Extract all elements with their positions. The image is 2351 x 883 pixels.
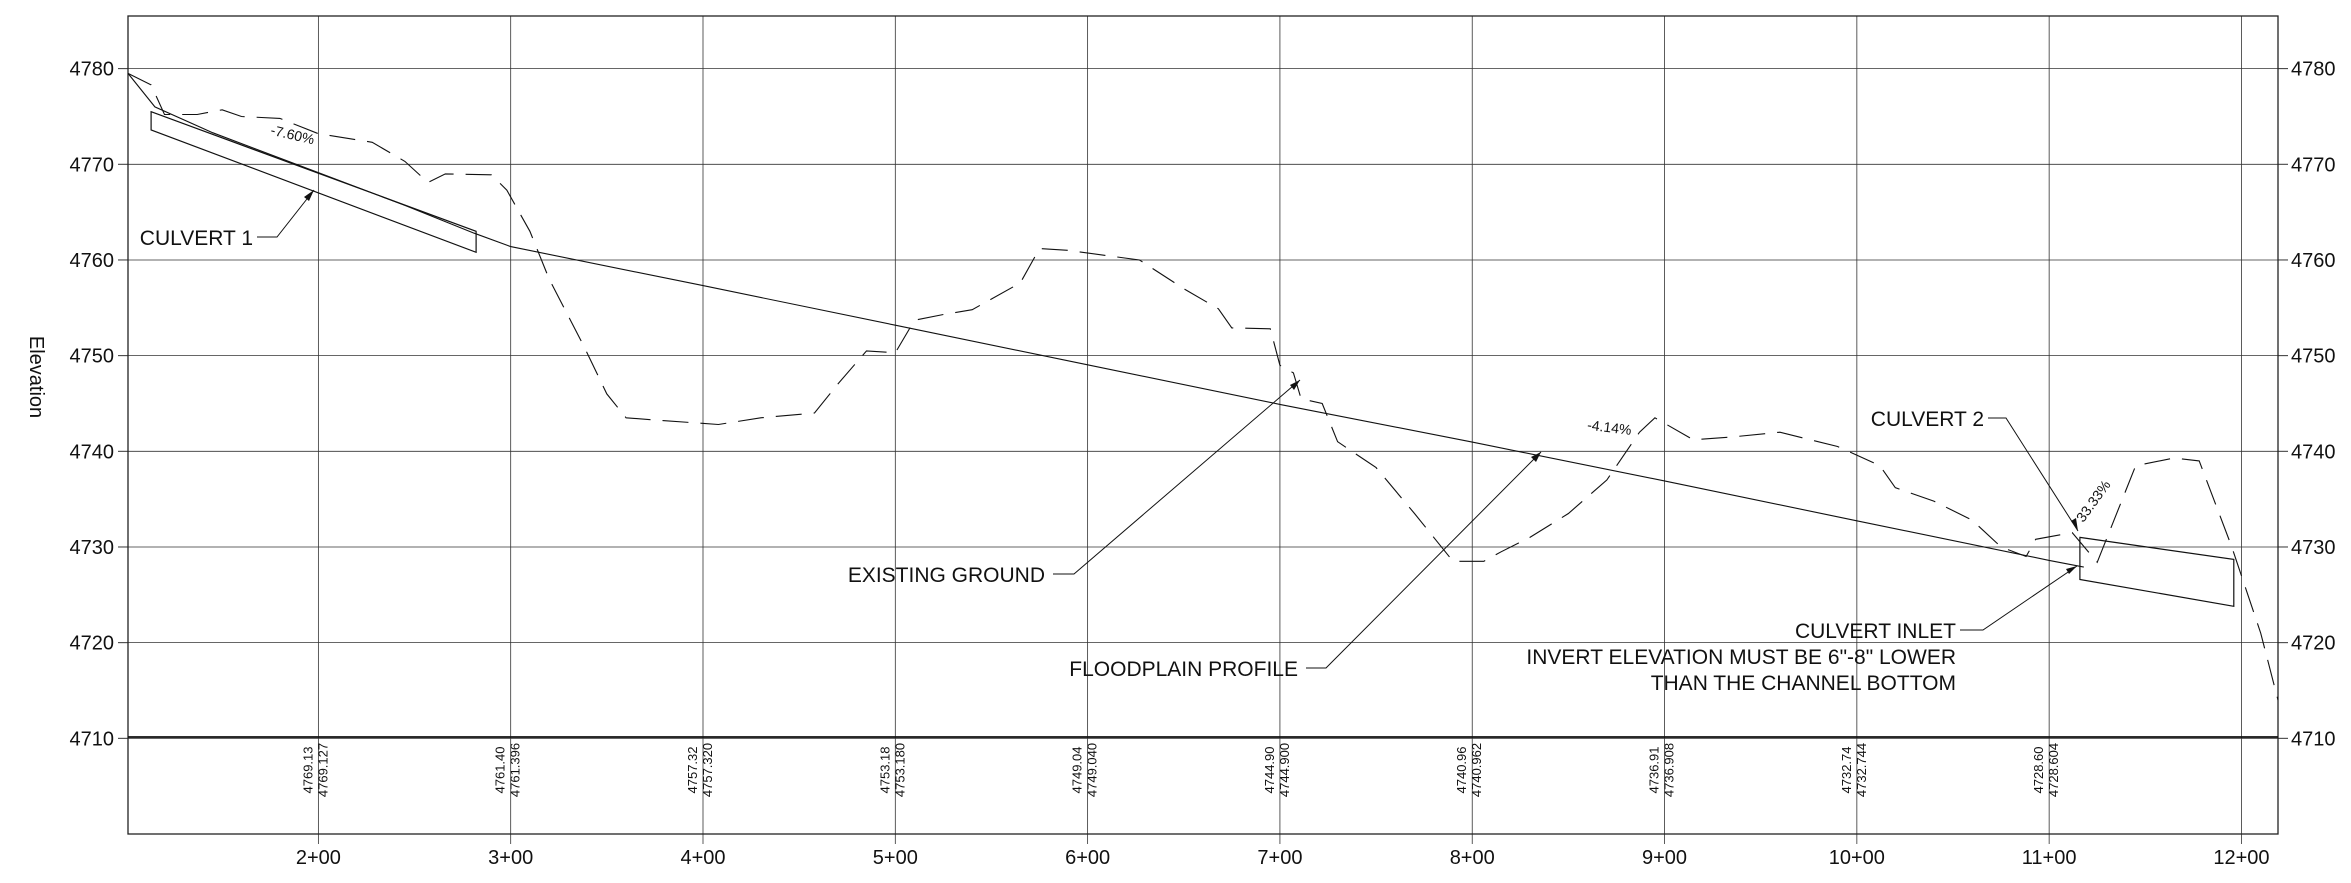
existing-elevation-label: 4744.90 [1262,747,1277,794]
culvert2-shape [2079,536,2235,608]
y-axis-label: Elevation [25,336,47,418]
invert-note-line2: THAN THE CHANNEL BOTTOM [1651,672,1956,695]
culvert2-arrowhead [2071,518,2078,531]
x-tick-label: 4+00 [680,847,725,869]
elevation-labels: 4769.13 4769.127 4761.40 4761.396 4757.32 475… [300,743,2061,797]
y-tick-label: 4740 [70,441,115,463]
existing-elevation-label: 4732.74 [1839,747,1854,794]
design-elevation-label: 4744.900 [1277,743,1292,797]
y-tick-label: 4770 [70,154,115,176]
design-elevation-label: 4728.604 [2046,743,2061,797]
existing-ground-leader [1053,379,1301,575]
x-tick-label: 3+00 [488,847,533,869]
grade-label: -4.14% [1586,417,1632,438]
y-tick-label: 4750 [2291,346,2336,368]
y-tick-label: 4780 [70,59,115,81]
design-elevation-label: 4732.744 [1854,743,1869,797]
existing-elevation-label: 4761.40 [493,747,508,794]
grade-labels: -7.60% -4.14% 33.33% [269,122,2113,525]
y-tick-label: 4720 [2291,633,2336,655]
culvert1-arrowhead [304,190,314,201]
culvert1-label: CULVERT 1 [140,227,253,250]
culvert-inlet-label: CULVERT INLET [1795,620,1956,643]
y-tick-label: 4770 [2291,154,2336,176]
grade-label: -7.60% [269,122,316,148]
culvert-inlet-leader [1960,565,2078,631]
floodplain-profile-arrowhead [1531,452,1541,462]
culvert1-shape [150,110,477,254]
y-tick-labels-left: 4710 4720 4730 4740 4750 4760 4770 4780 [70,59,115,751]
plot-frame [127,15,2279,835]
x-tick-label: 8+00 [1450,847,1495,869]
leaders [257,189,2079,669]
existing-ground-label: EXISTING GROUND [848,564,1045,587]
floodplain-profile-label: FLOODPLAIN PROFILE [1069,658,1298,681]
design-elevation-label: 4757.320 [700,743,715,797]
culvert1-leader [257,189,315,238]
y-tick-label: 4730 [2291,537,2336,559]
leader-arrowheads [304,190,2078,574]
y-tick-label: 4750 [70,346,115,368]
y-tick-label: 4780 [2291,59,2336,81]
existing-elevation-label: 4757.32 [685,747,700,794]
existing-elevation-label: 4728.60 [2031,747,2046,794]
culvert2-leader [1988,417,2079,532]
design-elevation-label: 4761.396 [508,743,523,797]
invert-note-line1: INVERT ELEVATION MUST BE 6"-8" LOWER [1526,646,1956,669]
x-tick-label: 7+00 [1257,847,1302,869]
existing-elevation-label: 4740.96 [1454,747,1469,794]
y-tick-label: 4730 [70,537,115,559]
y-tick-label: 4740 [2291,441,2336,463]
existing-elevation-label: 4749.04 [1070,747,1085,794]
y-tick-labels-right: 4710 4720 4730 4740 4750 4760 4770 4780 [2291,59,2336,751]
y-tick-label: 4720 [70,633,115,655]
y-tick-label: 4710 [70,728,115,750]
existing-ground-arrowhead [1290,380,1300,390]
x-tick-label: 6+00 [1065,847,1110,869]
design-elevation-label: 4753.180 [892,743,907,797]
profile-series [127,72,2279,701]
y-tick-label: 4760 [70,250,115,272]
x-tick-label: 9+00 [1642,847,1687,869]
floodplain-profile-leader [1306,451,1542,669]
y-tick-label: 4710 [2291,728,2336,750]
grade-label: 33.33% [2073,477,2114,525]
floodplain-profile-line [127,73,2084,568]
existing-elevation-label: 4753.18 [877,747,892,794]
design-elevation-label: 4749.040 [1085,743,1100,797]
design-elevation-label: 4769.127 [315,743,330,797]
x-tick-label: 5+00 [873,847,918,869]
design-elevation-label: 4736.908 [1662,743,1677,797]
existing-ground-line [127,72,2279,701]
y-tick-label: 4760 [2291,250,2336,272]
x-tick-label: 2+00 [296,847,341,869]
existing-elevation-label: 4769.13 [300,747,315,794]
culvert-inlet-arrowhead [2066,566,2077,574]
grid [118,16,2288,844]
x-tick-label: 12+00 [2213,847,2269,869]
x-tick-label: 11+00 [2022,847,2077,869]
culvert2-label: CULVERT 2 [1871,408,1984,431]
design-elevation-label: 4740.962 [1469,743,1484,797]
existing-elevation-label: 4736.91 [1647,747,1662,794]
x-tick-label: 10+00 [1829,847,1885,869]
x-tick-labels: 2+00 3+00 4+00 5+00 6+00 7+00 8+00 9+00 10+00 11+… [296,847,2270,869]
